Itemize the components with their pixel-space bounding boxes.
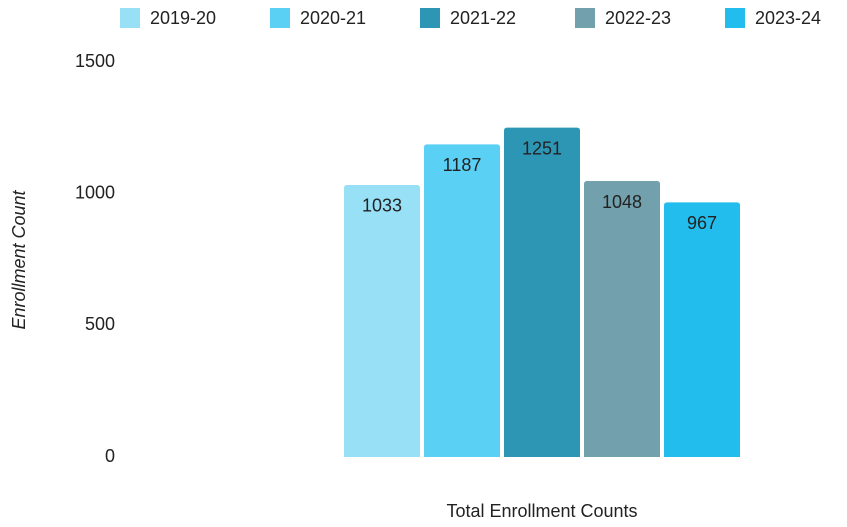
y-tick-label: 1500 (75, 51, 115, 71)
bar (664, 202, 740, 457)
y-tick-label: 500 (85, 314, 115, 334)
legend-label: 2022-23 (605, 8, 671, 28)
data-label: 967 (687, 213, 717, 233)
legend-label: 2020-21 (300, 8, 366, 28)
data-label: 1048 (602, 192, 642, 212)
data-label: 1033 (362, 196, 402, 216)
y-tick-label: 1000 (75, 182, 115, 202)
bar (504, 127, 580, 457)
x-tick-label: Total Enrollment Counts (446, 501, 637, 521)
legend-swatch (575, 8, 595, 28)
y-axis-title: Enrollment Count (9, 189, 29, 329)
y-tick-label: 0 (105, 446, 115, 466)
legend-label: 2023-24 (755, 8, 821, 28)
data-label: 1187 (443, 155, 482, 175)
bar (424, 144, 500, 457)
legend-swatch (420, 8, 440, 28)
legend-swatch (725, 8, 745, 28)
bar (344, 184, 420, 457)
data-label: 1251 (522, 138, 562, 158)
legend-swatch (120, 8, 140, 28)
legend-label: 2021-22 (450, 8, 516, 28)
bar (584, 181, 660, 457)
legend-swatch (270, 8, 290, 28)
legend-label: 2019-20 (150, 8, 216, 28)
